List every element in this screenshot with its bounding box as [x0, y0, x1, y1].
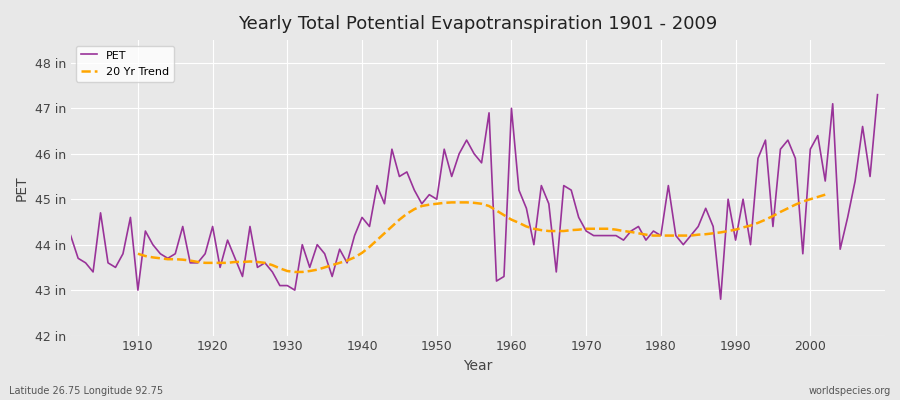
Line: PET: PET: [71, 95, 878, 299]
PET: [290, 288, 301, 292]
PET: [499, 274, 509, 279]
PET: [334, 247, 345, 252]
PET: [66, 233, 77, 238]
20 Yr Trend: [274, 266, 285, 271]
Legend: PET, 20 Yr Trend: PET, 20 Yr Trend: [76, 46, 174, 82]
20 Yr Trend: [245, 259, 256, 264]
PET: [872, 92, 883, 97]
20 Yr Trend: [132, 251, 143, 256]
PET: [506, 106, 517, 111]
Text: Latitude 26.75 Longitude 92.75: Latitude 26.75 Longitude 92.75: [9, 386, 163, 396]
20 Yr Trend: [686, 233, 697, 238]
20 Yr Trend: [222, 260, 233, 265]
Title: Yearly Total Potential Evapotranspiration 1901 - 2009: Yearly Total Potential Evapotranspiratio…: [238, 15, 717, 33]
20 Yr Trend: [820, 192, 831, 197]
Text: worldspecies.org: worldspecies.org: [809, 386, 891, 396]
20 Yr Trend: [290, 270, 301, 274]
PET: [596, 233, 607, 238]
PET: [125, 215, 136, 220]
20 Yr Trend: [483, 204, 494, 208]
Line: 20 Yr Trend: 20 Yr Trend: [138, 195, 825, 272]
Y-axis label: PET: PET: [15, 175, 29, 201]
PET: [716, 297, 726, 302]
20 Yr Trend: [618, 229, 629, 234]
X-axis label: Year: Year: [464, 359, 492, 373]
